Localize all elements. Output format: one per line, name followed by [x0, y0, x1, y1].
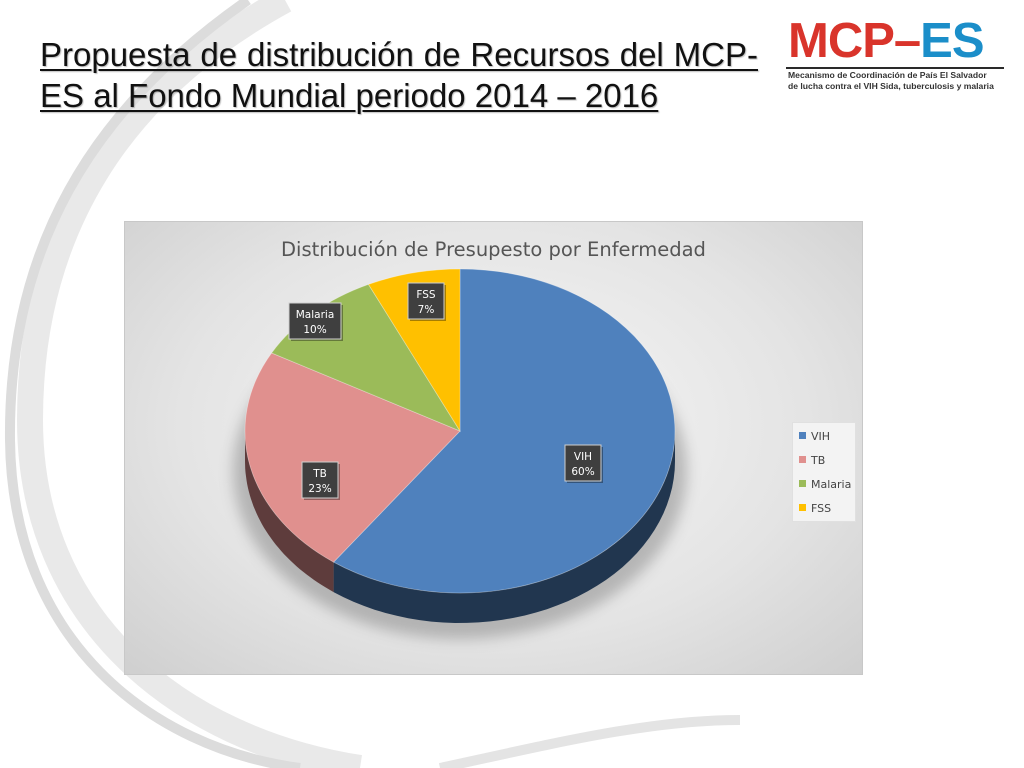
pie-chart-canvas: VIH 60% TB 23% Malaria 10% FSS 7%	[233, 268, 687, 639]
pie-slice-vih	[332, 268, 676, 594]
data-label-box	[288, 302, 342, 340]
logo-wordmark: MCP–ES	[788, 14, 985, 68]
data-label-category: FSS	[416, 289, 436, 301]
legend-swatch	[799, 456, 806, 463]
mcp-es-logo: MCP–ES Mecanismo de Coordinación de País…	[780, 14, 1012, 94]
legend-label: VIH	[811, 430, 831, 443]
legend-swatch	[799, 504, 806, 511]
logo-dash: –	[893, 14, 921, 68]
data-label-value: 10%	[303, 324, 326, 336]
data-label-tb: TB 23%	[301, 461, 340, 500]
chart-legend: VIH TB Malaria FSS	[792, 422, 856, 522]
data-label-category: Malaria	[296, 309, 335, 321]
pie-slice-side-vih	[333, 431, 675, 623]
data-label-malaria: Malaria 10%	[288, 302, 343, 341]
data-label-category: TB	[312, 468, 327, 480]
logo-subtitle: Mecanismo de Coordinación de País El Sal…	[788, 70, 1008, 92]
legend-item-fss: FSS	[799, 502, 831, 518]
data-label-fss: FSS 7%	[407, 282, 446, 321]
legend-item-vih: VIH	[799, 430, 830, 446]
logo-mcp: MCP	[788, 14, 895, 68]
legend-item-malaria: Malaria	[799, 478, 851, 494]
data-label-value: 60%	[571, 466, 594, 478]
data-label-box	[564, 444, 602, 482]
pie-slice-side-tb	[245, 431, 334, 593]
data-label-box	[407, 282, 445, 320]
logo-subtitle-line-2: de lucha contra el VIH Sida, tuberculosi…	[788, 81, 994, 91]
logo-divider	[786, 67, 1004, 69]
legend-swatch	[799, 480, 806, 487]
legend-label: FSS	[811, 502, 832, 515]
data-label-value: 7%	[418, 304, 435, 316]
data-label-category: VIH	[574, 451, 592, 463]
data-label-vih: VIH 60%	[564, 444, 603, 483]
chart-title: Distribución de Presupesto por Enfermeda…	[281, 238, 706, 261]
data-label-box	[301, 461, 339, 499]
logo-es: ES	[920, 14, 984, 68]
pie-chart: VIH 60% TB 23% Malaria 10% FSS 7% Distribución …	[124, 221, 863, 675]
legend-item-tb: TB	[799, 454, 825, 470]
pie-slice-tb	[244, 352, 461, 563]
legend-label: TB	[811, 454, 826, 467]
legend-swatch	[799, 432, 806, 439]
logo-subtitle-line-1: Mecanismo de Coordinación de País El Sal…	[788, 70, 987, 80]
data-label-value: 23%	[308, 483, 331, 495]
slide-title: Propuesta de distribución de Recursos de…	[40, 36, 758, 114]
legend-label: Malaria	[811, 478, 852, 491]
